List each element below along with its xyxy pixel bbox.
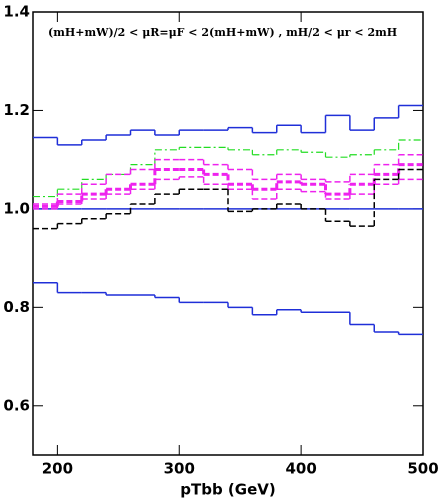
x-tick-label: 400	[285, 460, 316, 478]
y-tick-label: 1.2	[3, 101, 30, 119]
y-tick-label: 0.6	[3, 396, 30, 414]
plot-frame	[32, 11, 424, 456]
y-tick-label: 1.0	[3, 199, 30, 217]
x-tick-label: 200	[42, 460, 73, 478]
y-tick-label: 1.4	[3, 3, 30, 21]
y-tick-label: 0.8	[3, 298, 30, 316]
histograms	[33, 104, 423, 336]
x-tick-label: 300	[164, 460, 195, 478]
annotation: (mH+mW)/2 < μR=μF < 2(mH+mW) , mH/2 < μr…	[48, 26, 397, 39]
x-axis-label: pTbb (GeV)	[180, 481, 275, 499]
x-tick-label: 500	[407, 460, 438, 478]
